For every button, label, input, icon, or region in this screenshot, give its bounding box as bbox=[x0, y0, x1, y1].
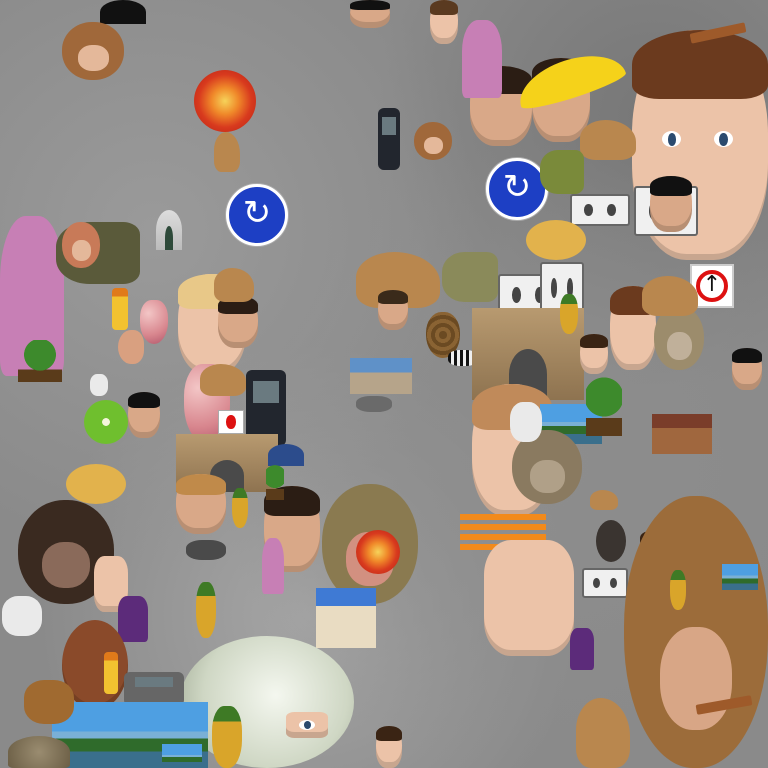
goat bbox=[2, 596, 42, 636]
umbrella bbox=[100, 0, 146, 24]
potato bbox=[526, 220, 586, 260]
camel bbox=[580, 120, 636, 160]
lantern bbox=[268, 444, 304, 466]
church-photo bbox=[316, 588, 376, 648]
giraffe-small bbox=[214, 132, 240, 172]
ostrich bbox=[596, 520, 626, 562]
roundabout-sign bbox=[486, 158, 548, 220]
frog bbox=[442, 252, 498, 302]
baby-bottle bbox=[104, 652, 118, 694]
ear bbox=[118, 330, 144, 364]
bulb-socket bbox=[124, 672, 184, 706]
kiwi bbox=[84, 400, 128, 444]
office-chair bbox=[570, 628, 594, 670]
macaque-face bbox=[654, 306, 704, 370]
roundabout-sign bbox=[226, 184, 288, 246]
monkey bbox=[62, 22, 124, 80]
goat bbox=[214, 268, 254, 302]
dog bbox=[24, 680, 74, 724]
cassette-tape bbox=[582, 568, 628, 598]
raccoon bbox=[356, 396, 392, 412]
cassette-tape bbox=[570, 194, 630, 226]
man-face bbox=[732, 348, 762, 390]
man-face bbox=[128, 392, 160, 438]
hedgehog bbox=[8, 736, 70, 768]
tree bbox=[266, 464, 284, 500]
wolf bbox=[186, 540, 226, 560]
macaque-face bbox=[414, 122, 452, 160]
eye-patch bbox=[286, 712, 328, 738]
zebra bbox=[448, 350, 478, 366]
macaque-face bbox=[62, 222, 100, 268]
pineapple bbox=[232, 488, 248, 528]
house-photo bbox=[652, 414, 712, 454]
boy-face bbox=[176, 474, 226, 534]
mobile-phone bbox=[378, 108, 400, 170]
japan-flag bbox=[218, 410, 244, 434]
pineapple bbox=[196, 582, 216, 638]
woman-face bbox=[430, 0, 458, 44]
dancing-woman bbox=[462, 20, 502, 98]
dancing-woman bbox=[262, 538, 284, 594]
pineapple bbox=[670, 570, 686, 610]
chapel bbox=[156, 210, 182, 250]
tomato-slice bbox=[356, 530, 400, 574]
goat bbox=[576, 698, 630, 768]
macaque-face bbox=[512, 430, 582, 504]
potato bbox=[66, 464, 126, 504]
landscape-photo bbox=[722, 564, 758, 590]
crocodile bbox=[540, 150, 584, 194]
tree bbox=[18, 340, 62, 382]
man-face bbox=[218, 296, 258, 348]
hand bbox=[484, 540, 574, 656]
goat bbox=[590, 490, 618, 510]
office-chair bbox=[118, 596, 148, 642]
woman-face bbox=[376, 726, 402, 768]
city-view bbox=[350, 358, 412, 394]
figure-small bbox=[90, 374, 108, 396]
camel bbox=[642, 276, 698, 316]
landscape-photo bbox=[162, 744, 202, 768]
mobile-phone bbox=[246, 370, 286, 446]
animal bbox=[200, 364, 246, 396]
man-face bbox=[650, 176, 692, 232]
pineapple bbox=[212, 706, 242, 768]
light-bulb bbox=[180, 636, 354, 768]
tree bbox=[586, 376, 622, 436]
woman-face bbox=[580, 334, 608, 374]
pineapple bbox=[560, 294, 578, 334]
macaque-face-large bbox=[624, 496, 768, 768]
grapes bbox=[140, 300, 168, 344]
man-face bbox=[350, 0, 390, 28]
tomato-slice bbox=[194, 70, 256, 132]
man-face bbox=[378, 290, 408, 330]
goat bbox=[510, 402, 542, 442]
baby-bottle bbox=[112, 288, 128, 330]
